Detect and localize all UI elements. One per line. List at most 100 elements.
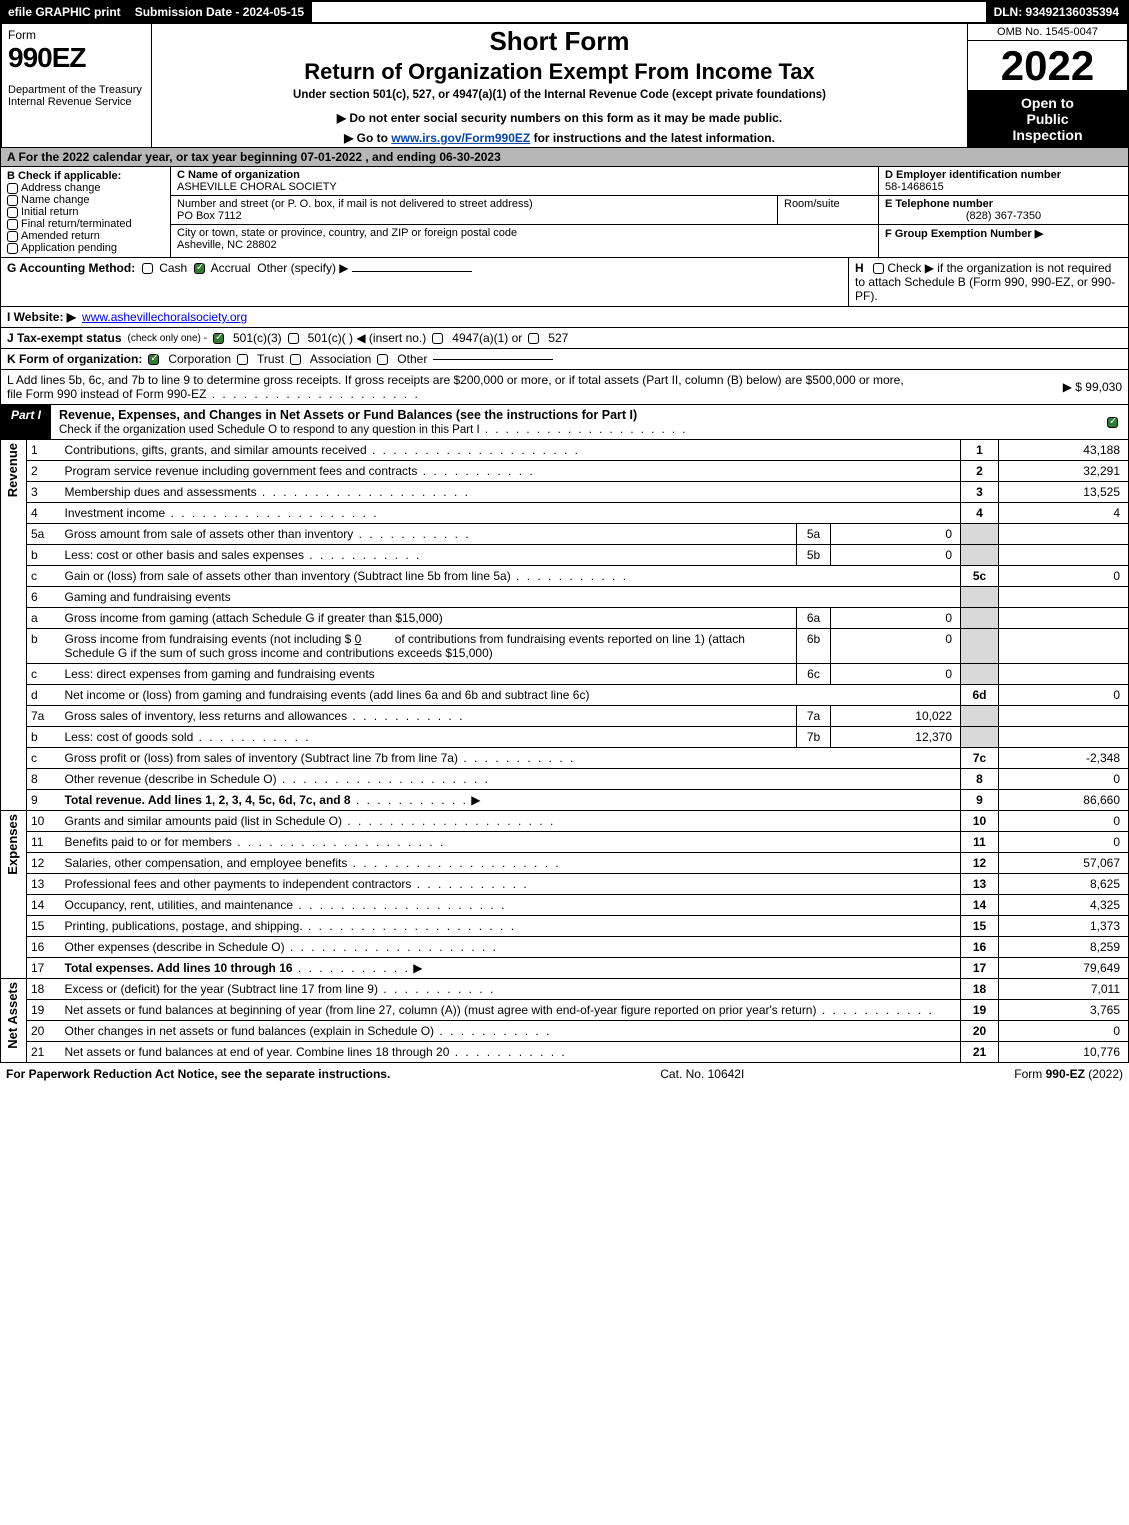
website-link[interactable]: www.ashevillechoralsociety.org — [82, 310, 247, 324]
section-k: K Form of organization: Corporation Trus… — [0, 349, 1129, 370]
section-g-label: G Accounting Method: — [7, 261, 135, 275]
line-10: Expenses 10 Grants and similar amounts p… — [1, 811, 1129, 832]
line-5a: 5a Gross amount from sale of assets othe… — [1, 524, 1129, 545]
omb-number: OMB No. 1545-0047 — [968, 24, 1127, 41]
line-8: 8 Other revenue (describe in Schedule O)… — [1, 769, 1129, 790]
opt-assoc: Association — [310, 352, 371, 366]
chk-amended-return[interactable]: Amended return — [7, 230, 164, 242]
part-1-header: Part I Revenue, Expenses, and Changes in… — [0, 405, 1129, 440]
line-21: 21 Net assets or fund balances at end of… — [1, 1042, 1129, 1063]
part-1-check-line: Check if the organization used Schedule … — [59, 424, 687, 436]
line-6c: c Less: direct expenses from gaming and … — [1, 664, 1129, 685]
opt-trust: Trust — [257, 352, 284, 366]
top-bar: efile GRAPHIC print Submission Date - 20… — [0, 0, 1129, 24]
city-value: Asheville, NC 28802 — [177, 239, 872, 251]
inspect-l3: Inspection — [970, 127, 1125, 143]
chk-trust[interactable] — [237, 354, 248, 365]
line-1-amt: 43,188 — [999, 440, 1129, 461]
department-label: Department of the Treasury Internal Reve… — [8, 84, 145, 108]
line-2: 2 Program service revenue including gove… — [1, 461, 1129, 482]
chk-schedule-b[interactable] — [873, 263, 884, 274]
short-form-title: Short Form — [489, 26, 629, 57]
footer-center: Cat. No. 10642I — [660, 1067, 744, 1081]
section-g: G Accounting Method: Cash Accrual Other … — [1, 258, 848, 306]
section-l-amount: ▶ $ 99,030 — [1063, 380, 1122, 394]
section-i: I Website: ▶ www.ashevillechoralsociety.… — [0, 307, 1129, 328]
open-public-inspection: Open to Public Inspection — [968, 91, 1127, 147]
goto-suffix: for instructions and the latest informat… — [534, 131, 775, 145]
section-h: H Check ▶ if the organization is not req… — [848, 258, 1128, 306]
chk-corporation[interactable] — [148, 354, 159, 365]
chk-name-change[interactable]: Name change — [7, 194, 164, 206]
line-4: 4 Investment income 4 4 — [1, 503, 1129, 524]
line-19: 19 Net assets or fund balances at beginn… — [1, 1000, 1129, 1021]
side-net-assets: Net Assets — [1, 979, 27, 1063]
chk-527[interactable] — [528, 333, 539, 344]
return-title: Return of Organization Exempt From Incom… — [304, 59, 815, 85]
street-value: PO Box 7112 — [177, 210, 771, 222]
section-j-note: (check only one) - — [128, 333, 207, 344]
line-15: 15 Printing, publications, postage, and … — [1, 916, 1129, 937]
chk-4947[interactable] — [432, 333, 443, 344]
form-number: 990EZ — [8, 42, 145, 74]
line-3: 3 Membership dues and assessments 3 13,5… — [1, 482, 1129, 503]
chk-final-return[interactable]: Final return/terminated — [7, 218, 164, 230]
section-b-title: B Check if applicable: — [7, 170, 164, 182]
line-1-num: 1 — [27, 440, 61, 461]
efile-print[interactable]: efile GRAPHIC print — [2, 2, 129, 22]
line-12: 12 Salaries, other compensation, and emp… — [1, 853, 1129, 874]
section-b: B Check if applicable: Address change Na… — [1, 167, 171, 257]
chk-501c[interactable] — [288, 333, 299, 344]
line-5b: b Less: cost or other basis and sales ex… — [1, 545, 1129, 566]
city-block: City or town, state or province, country… — [171, 225, 878, 253]
chk-application-pending[interactable]: Application pending — [7, 242, 164, 254]
section-c: C Name of organization ASHEVILLE CHORAL … — [171, 167, 878, 257]
line-16: 16 Other expenses (describe in Schedule … — [1, 937, 1129, 958]
line-1: Revenue 1 Contributions, gifts, grants, … — [1, 440, 1129, 461]
section-f: F Group Exemption Number ▶ — [879, 225, 1128, 242]
section-d: D Employer identification number 58-1468… — [879, 167, 1128, 196]
line-1-box: 1 — [961, 440, 999, 461]
line-13: 13 Professional fees and other payments … — [1, 874, 1129, 895]
other-org-line — [433, 359, 553, 360]
form-word: Form — [8, 28, 145, 42]
chk-schedule-o-part1[interactable] — [1107, 417, 1118, 428]
section-h-label: H — [855, 261, 864, 275]
chk-501c3[interactable] — [213, 333, 224, 344]
part-1-checkbox-cell — [1100, 405, 1128, 439]
cash-label: Cash — [159, 261, 187, 275]
line-18: Net Assets 18 Excess or (deficit) for th… — [1, 979, 1129, 1000]
line-17: 17 Total expenses. Add lines 10 through … — [1, 958, 1129, 979]
line-20: 20 Other changes in net assets or fund b… — [1, 1021, 1129, 1042]
section-c-label: C Name of organization — [177, 169, 872, 181]
opt-501c: 501(c)( ) ◀ (insert no.) — [308, 331, 427, 345]
org-name-block: C Name of organization ASHEVILLE CHORAL … — [171, 167, 878, 196]
other-specify-line — [352, 271, 472, 272]
line-7b: b Less: cost of goods sold 7b 12,370 — [1, 727, 1129, 748]
chk-other-org[interactable] — [377, 354, 388, 365]
footer-right: Form 990-EZ (2022) — [1014, 1067, 1123, 1081]
sections-gh: G Accounting Method: Cash Accrual Other … — [0, 258, 1129, 307]
phone-value: (828) 367-7350 — [885, 210, 1122, 222]
opt-corp: Corporation — [168, 352, 231, 366]
chk-association[interactable] — [290, 354, 301, 365]
section-i-label: I Website: ▶ — [7, 310, 76, 324]
chk-address-change[interactable]: Address change — [7, 182, 164, 194]
part-1-title: Revenue, Expenses, and Changes in Net As… — [51, 405, 1100, 439]
line-6a: a Gross income from gaming (attach Sched… — [1, 608, 1129, 629]
street-label: Number and street (or P. O. box, if mail… — [177, 198, 771, 210]
chk-accrual[interactable] — [194, 263, 205, 274]
page-footer: For Paperwork Reduction Act Notice, see … — [0, 1063, 1129, 1085]
opt-4947: 4947(a)(1) or — [452, 331, 522, 345]
line-9: 9 Total revenue. Add lines 1, 2, 3, 4, 5… — [1, 790, 1129, 811]
line-14: 14 Occupancy, rent, utilities, and maint… — [1, 895, 1129, 916]
sections-bcdef: B Check if applicable: Address change Na… — [0, 167, 1129, 258]
side-expenses: Expenses — [1, 811, 27, 979]
chk-cash[interactable] — [142, 263, 153, 274]
part-1-tab: Part I — [1, 405, 51, 439]
line-7c: c Gross profit or (loss) from sales of i… — [1, 748, 1129, 769]
part-1-table: Revenue 1 Contributions, gifts, grants, … — [0, 440, 1129, 1063]
goto-link[interactable]: www.irs.gov/Form990EZ — [391, 131, 530, 145]
section-j-label: J Tax-exempt status — [7, 331, 122, 345]
chk-initial-return[interactable]: Initial return — [7, 206, 164, 218]
